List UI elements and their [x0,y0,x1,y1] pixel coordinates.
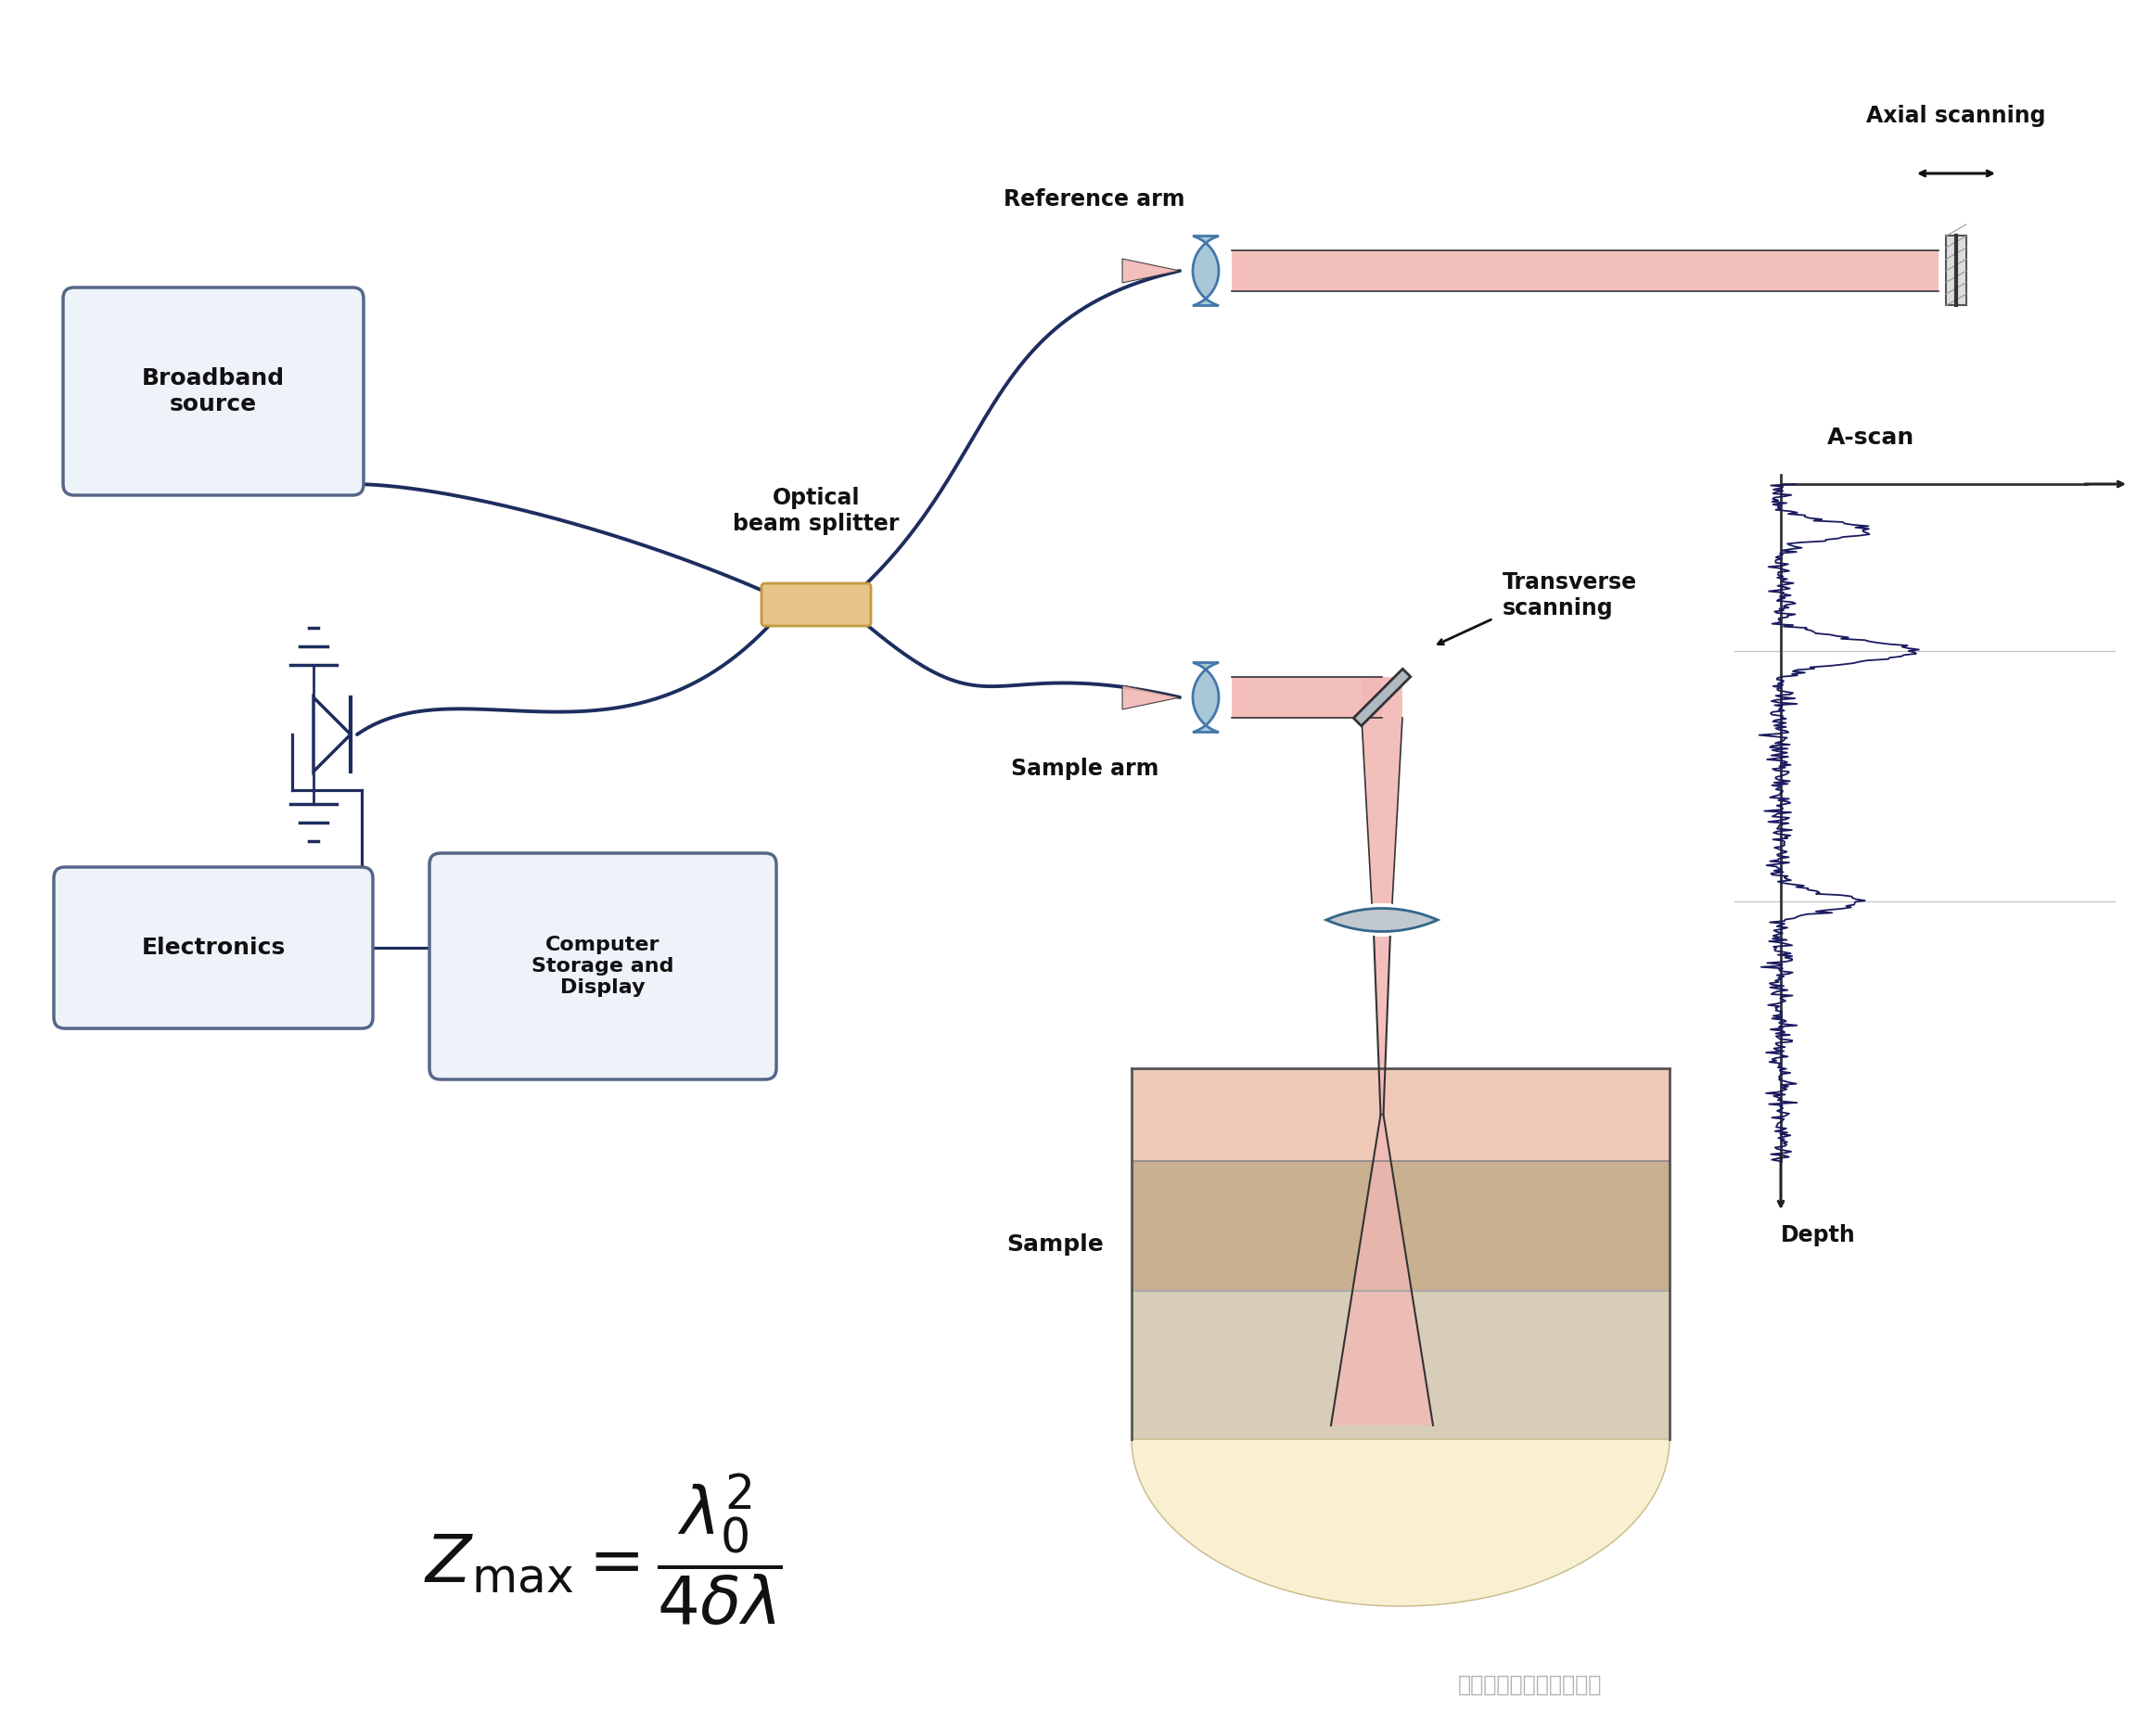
Text: A-scan: A-scan [1827,427,1915,450]
Bar [1231,250,1938,292]
Polygon shape [1122,259,1180,283]
Text: Axial scanning: Axial scanning [1866,104,2045,127]
Text: Computer
Storage and
Display: Computer Storage and Display [532,936,673,996]
Bar [1353,668,1410,726]
Bar [1947,236,1966,306]
Polygon shape [1122,686,1180,710]
Text: Transverse
scanning: Transverse scanning [1502,571,1637,620]
Polygon shape [1374,937,1391,1115]
Text: 先进激光加工及过程监测: 先进激光加工及过程监测 [1457,1674,1603,1696]
Polygon shape [1133,1439,1669,1606]
Polygon shape [1192,236,1218,306]
Text: Sample arm: Sample arm [1011,757,1158,779]
Text: Depth: Depth [1780,1224,1855,1246]
Polygon shape [1361,717,1402,903]
FancyBboxPatch shape [53,866,372,1028]
Polygon shape [1327,908,1438,932]
Text: Reference arm: Reference arm [1004,187,1186,210]
Bar [1361,677,1402,717]
Text: Electronics: Electronics [141,937,286,958]
Text: Sample: Sample [1007,1233,1103,1255]
FancyBboxPatch shape [64,288,363,495]
Bar [1133,1068,1669,1161]
Bar [1231,677,1383,717]
Text: Broadband
source: Broadband source [141,368,284,415]
Polygon shape [1192,663,1218,733]
Text: $\mathit{Z}_{\mathrm{max}} = \dfrac{\lambda_0^2}{4\delta\lambda}$: $\mathit{Z}_{\mathrm{max}} = \dfrac{\lam… [423,1472,782,1628]
Bar [1133,1292,1669,1439]
FancyBboxPatch shape [761,583,872,627]
Polygon shape [1331,1115,1434,1425]
Text: Optical
beam splitter: Optical beam splitter [733,488,900,535]
FancyBboxPatch shape [1133,1068,1669,1439]
Bar [1133,1161,1669,1292]
FancyBboxPatch shape [430,852,776,1080]
